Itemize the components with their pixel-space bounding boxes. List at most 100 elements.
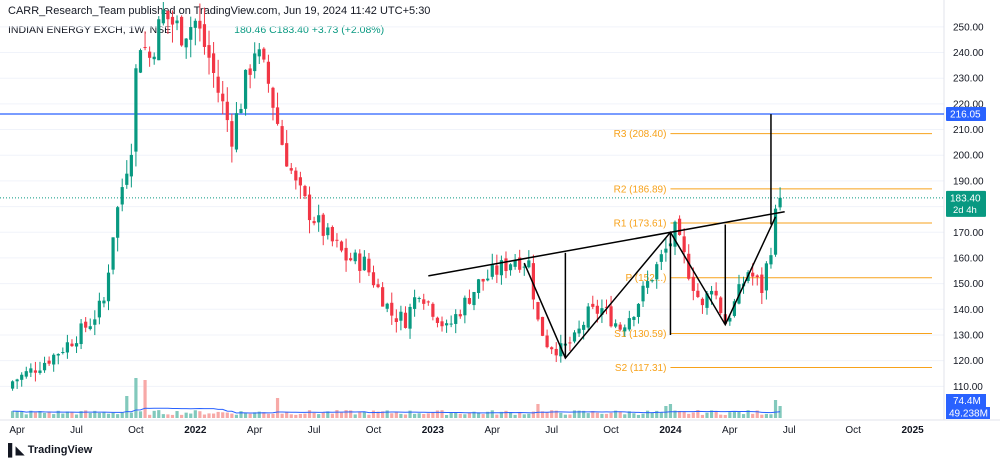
candle [641,281,645,307]
candle-body [225,101,229,121]
candle [353,249,357,265]
candle-body [106,272,111,302]
candle-body [778,197,782,208]
volume-bar [431,412,435,418]
candle [234,101,239,153]
candle [467,289,472,305]
candle-body [449,323,453,325]
volume-bar [440,410,444,418]
volume-bar [65,411,69,418]
volume-bar [641,413,645,418]
candle [358,249,362,283]
last-price-badge-bg [946,190,986,217]
candle-body [522,266,526,268]
candle-body [317,215,321,223]
candle-body [138,50,143,73]
candle-body [769,255,773,265]
candle-body [367,258,371,273]
candle-body [582,324,586,330]
candle-body [577,328,581,334]
candle [714,282,718,300]
candle-body [568,342,572,344]
candle [180,15,184,47]
candle-body [74,343,79,347]
time-tick-label: Apr [247,425,263,436]
volume-bar [70,412,74,418]
candle-body [513,260,517,267]
candle [463,295,467,324]
candle-body [362,256,366,271]
volume-bar [376,411,380,418]
volume-bar [97,412,101,418]
candle [426,300,430,306]
volume-bar [166,414,170,418]
volume-bar [125,396,129,418]
volume-bar [746,410,750,418]
candle-body [508,264,513,271]
volume-bar [595,412,599,418]
candle [157,16,161,61]
candle-body [239,108,243,113]
candle-body [773,208,778,255]
candle-body [148,51,152,58]
candle [225,87,229,132]
volume-bar [472,411,476,418]
candle-body [696,290,700,297]
candle [472,291,476,311]
candle [536,301,540,322]
candle [408,303,412,339]
volume-bar [732,411,737,418]
candle-body [330,227,334,242]
candle [522,263,526,276]
candle [481,278,485,291]
candle-body [253,53,257,72]
candle-body [307,194,312,221]
candle [20,372,24,387]
candle-body [618,324,622,330]
candle [10,380,15,391]
candle [677,215,682,236]
candle [152,52,156,65]
candle-body [732,301,737,316]
volume-bar [536,404,540,418]
candle-body [458,314,462,317]
time-tick-label: 2023 [422,425,445,436]
candle-body [166,10,170,20]
candle-body [435,317,440,323]
candle [216,59,220,103]
candle [161,2,165,26]
candle-body [175,20,179,24]
candle-body [24,371,28,377]
time-tick-label: Apr [722,425,738,436]
candle [399,305,403,331]
volume-bar [691,412,695,418]
candle [650,279,654,283]
volume-bar [504,410,508,418]
candle [349,252,353,262]
candle [253,42,257,79]
candle [307,186,312,234]
volume-bar [385,410,389,418]
volume-bar [659,412,663,418]
volume-bar [307,410,312,418]
candle [170,10,175,43]
candle [211,42,216,88]
volume-bar [769,414,773,418]
volume-bar [591,411,595,418]
candle-body [344,247,348,261]
candle-body [202,24,207,47]
candle [431,302,435,321]
volume-bar [650,412,654,418]
candle [513,253,517,270]
candle [148,46,152,67]
candle [207,30,211,75]
volume-bar [413,413,417,418]
candle-body [623,327,627,332]
volume-bar [454,412,458,418]
candle [572,330,577,344]
volume-bar [216,411,220,418]
candle-body [289,168,293,171]
volume-bar [88,412,92,418]
candle-body [655,264,659,280]
